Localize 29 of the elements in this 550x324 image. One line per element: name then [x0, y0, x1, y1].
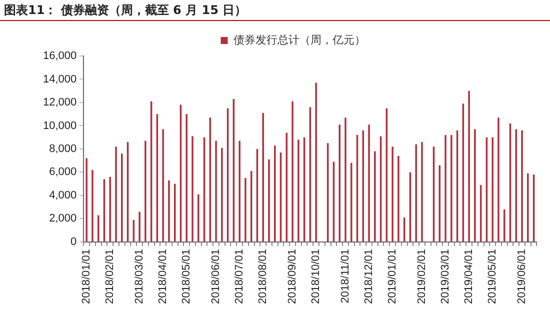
x-tick-label: 2018/02/01: [104, 248, 116, 304]
x-tick-label: 2018/05/01: [180, 248, 193, 304]
y-tick-label: 10,000: [42, 120, 77, 132]
x-tick-label: 2018/07/01: [234, 248, 246, 304]
x-tick-label: 2018/01/01: [80, 248, 93, 304]
x-tick-label: 2018/09/01: [286, 248, 299, 304]
x-tick-label: 2019/06/01: [516, 248, 528, 304]
y-tick-label: 2,000: [49, 212, 77, 225]
x-tick-label: 2018/08/01: [257, 248, 270, 304]
x-tick-label: 2018/12/01: [363, 248, 376, 304]
x-tick-label: 2018/10/01: [310, 248, 322, 304]
x-tick-label: 2019/04/01: [463, 248, 476, 304]
x-tick-label: 2019/05/01: [486, 248, 499, 304]
y-tick-label: 12,000: [42, 96, 77, 109]
y-tick-label: 4,000: [49, 189, 77, 202]
y-tick-label: 16,000: [42, 50, 77, 62]
chart-title: 图表11： 债券融资（周，截至 6 月 15 日）: [0, 0, 550, 21]
x-tick-label: 2018/11/01: [340, 248, 352, 304]
y-tick-label: 0: [70, 236, 77, 248]
x-tick-label: 2018/04/01: [157, 248, 170, 304]
x-tick-label: 2019/01/01: [386, 248, 399, 304]
y-tick-label: 6,000: [49, 166, 77, 178]
x-tick-label: 2019/02/01: [416, 248, 428, 304]
y-tick-label: 8,000: [49, 143, 77, 156]
x-tick-label: 2019/03/01: [440, 248, 452, 304]
legend-label: 债券发行总计（周，亿元）: [233, 34, 366, 47]
x-tick-label: 2018/03/01: [134, 248, 146, 304]
x-tick-label: 2018/06/01: [210, 248, 222, 304]
y-tick-label: 14,000: [42, 73, 77, 86]
